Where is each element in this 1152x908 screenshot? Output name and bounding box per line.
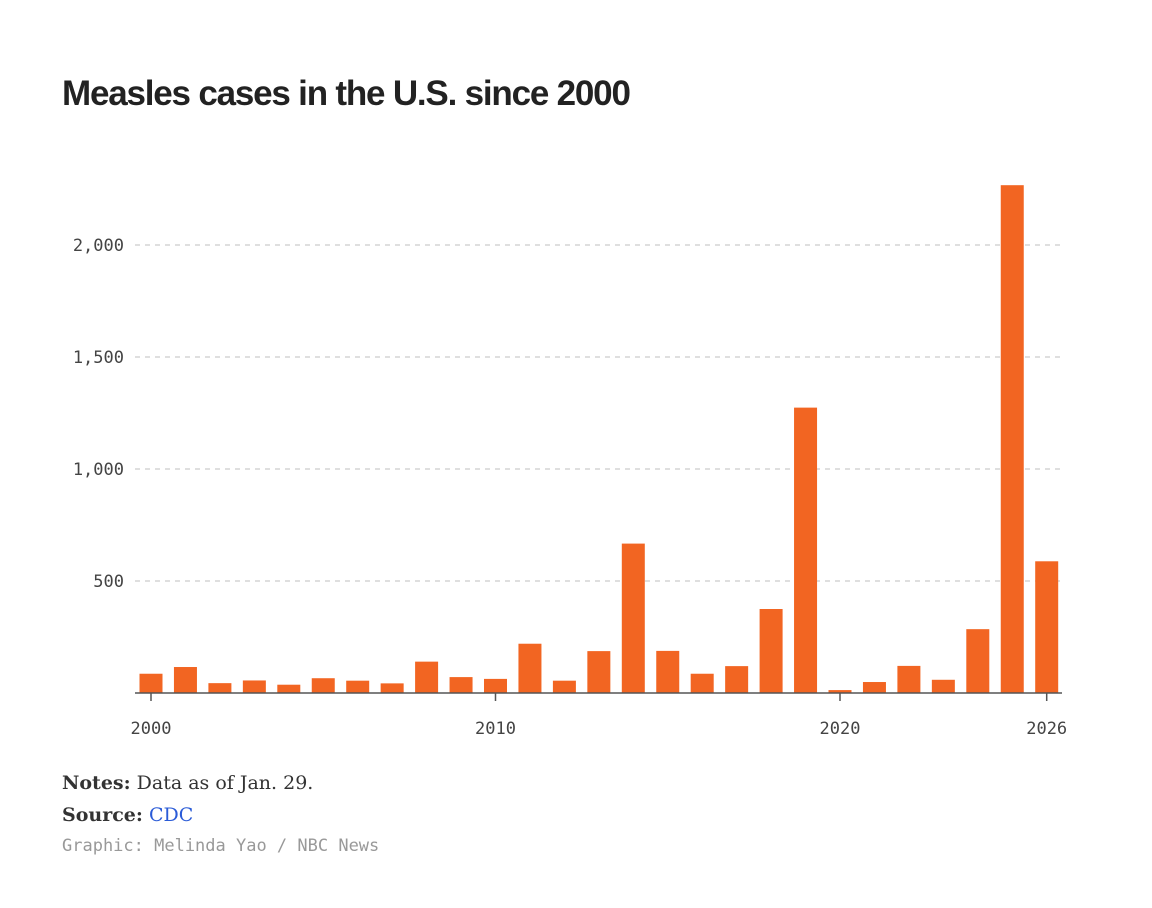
graphic-credit: Graphic: Melinda Yao / NBC News (62, 836, 380, 856)
x-tick-label-2000: 2000 (131, 719, 172, 739)
gridlines (135, 244, 1062, 582)
bar-2004 (277, 684, 301, 693)
bar-2024 (966, 629, 990, 693)
bar-2008 (415, 661, 439, 693)
bar-2025 (1000, 185, 1024, 693)
bar-chart: 500 1,000 1,500 2,000 2000 2010 2020 2026 (73, 185, 1068, 739)
bar-2010 (484, 678, 507, 693)
bar-2001 (173, 667, 197, 693)
bar-2016 (690, 673, 714, 693)
bar-2009 (449, 677, 473, 693)
bar-2015 (656, 650, 680, 693)
bar-2000 (139, 673, 163, 693)
bar-2014 (621, 543, 645, 693)
bar-2017 (725, 666, 749, 693)
x-tick-label-2010: 2010 (475, 719, 516, 739)
x-tick-label-2026: 2026 (1026, 719, 1067, 739)
bar-2006 (346, 680, 370, 693)
notes-line: Notes: Data as of Jan. 29. (62, 772, 313, 794)
bar-2018 (759, 609, 783, 693)
notes-label: Notes: (62, 772, 131, 794)
bar-2007 (380, 683, 404, 693)
bar-2003 (242, 680, 266, 693)
bar-2026 (1035, 561, 1059, 693)
bar-2022 (897, 665, 921, 693)
bar-2020 (828, 690, 852, 693)
bar-2021 (862, 682, 886, 693)
source-line: Source: CDC (62, 804, 193, 826)
y-tick-label-1500: 1,500 (73, 348, 124, 368)
bar-2019 (794, 407, 818, 693)
y-tick-label-2000: 2,000 (73, 236, 124, 256)
bar-2023 (931, 679, 955, 693)
y-tick-label-1000: 1,000 (73, 460, 124, 480)
bar-2011 (518, 643, 542, 693)
chart-title: Measles cases in the U.S. since 2000 (62, 74, 631, 113)
x-tick-label-2020: 2020 (820, 719, 861, 739)
x-axis (135, 692, 1062, 701)
bars (139, 185, 1059, 693)
bar-2012 (552, 680, 576, 693)
bar-2013 (587, 651, 611, 693)
y-axis-tick-labels: 500 1,000 1,500 2,000 (73, 236, 124, 592)
source-label: Source: (62, 804, 143, 826)
bar-2005 (311, 678, 335, 693)
bar-2002 (208, 683, 232, 693)
notes-text: Data as of Jan. 29. (130, 772, 314, 794)
y-tick-label-500: 500 (93, 572, 124, 592)
source-link-cdc[interactable]: CDC (148, 804, 194, 826)
x-axis-tick-labels: 2000 2010 2020 2026 (131, 719, 1068, 739)
